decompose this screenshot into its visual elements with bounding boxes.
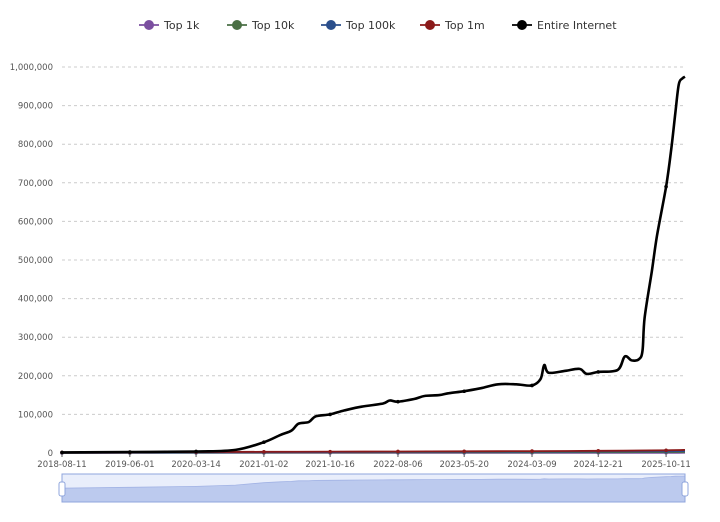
y-tick-label: 800,000 bbox=[18, 140, 53, 150]
legend-item[interactable]: Top 1m bbox=[420, 19, 485, 32]
data-point bbox=[396, 449, 400, 454]
data-point bbox=[328, 449, 332, 454]
data-point bbox=[462, 449, 466, 454]
legend-label: Top 100k bbox=[345, 19, 396, 32]
x-tick-label: 2024-12-21 bbox=[574, 460, 623, 470]
data-point bbox=[664, 184, 668, 189]
y-tick-label: 1,000,000 bbox=[10, 63, 53, 73]
legend-item[interactable]: Top 1k bbox=[139, 19, 200, 32]
y-tick-label: 200,000 bbox=[18, 372, 53, 382]
x-tick-label: 2018-08-11 bbox=[37, 460, 86, 470]
legend-marker bbox=[232, 20, 242, 30]
data-point bbox=[462, 389, 466, 394]
y-tick-label: 500,000 bbox=[18, 256, 53, 266]
legend-label: Top 1m bbox=[444, 19, 485, 32]
data-point bbox=[530, 449, 534, 453]
y-tick-label: 700,000 bbox=[18, 179, 53, 189]
zoom-handle-right[interactable] bbox=[681, 481, 689, 497]
legend-marker bbox=[517, 20, 527, 30]
chart-grid bbox=[62, 66, 685, 454]
data-point bbox=[530, 383, 534, 388]
data-point bbox=[262, 440, 266, 444]
zoom-window[interactable] bbox=[61, 473, 686, 503]
zoom-slider[interactable] bbox=[58, 473, 689, 503]
data-point bbox=[328, 412, 332, 417]
data-point bbox=[396, 399, 400, 404]
x-axis: 2018-08-11 2019-06-01 2020-03-14 2021-01-02… bbox=[37, 452, 691, 470]
data-point bbox=[128, 450, 132, 454]
y-axis: 0 100,000 200,000 300,000 400,000 500,000 600,… bbox=[10, 63, 53, 459]
data-point bbox=[596, 370, 601, 374]
data-point bbox=[664, 448, 668, 453]
legend-item[interactable]: Entire Internet bbox=[512, 19, 617, 32]
x-tick-label: 2019-06-01 bbox=[105, 460, 154, 470]
legend-item[interactable]: Top 100k bbox=[321, 19, 396, 32]
zoom-handle-left[interactable] bbox=[58, 481, 66, 497]
y-tick-label: 300,000 bbox=[18, 333, 53, 343]
zoom-preview-area bbox=[61, 475, 686, 503]
x-tick-label: 2021-10-16 bbox=[305, 460, 354, 470]
legend-marker bbox=[144, 20, 154, 30]
y-tick-label: 400,000 bbox=[18, 295, 53, 305]
y-tick-label: 100,000 bbox=[18, 410, 53, 420]
legend[interactable]: Top 1k Top 10k Top 100k Top 1m Entire Intern… bbox=[139, 19, 617, 32]
x-tick-label: 2020-03-14 bbox=[171, 460, 220, 470]
series-entire-internet bbox=[60, 75, 686, 455]
x-tick-label: 2021-01-02 bbox=[239, 460, 288, 470]
data-point bbox=[596, 449, 601, 453]
legend-label: Top 10k bbox=[251, 19, 295, 32]
legend-label: Top 1k bbox=[163, 19, 200, 32]
x-tick-label: 2024-03-09 bbox=[507, 460, 556, 470]
x-tick-label: 2022-08-06 bbox=[373, 460, 422, 470]
data-point bbox=[262, 450, 266, 454]
x-tick-label: 2023-05-20 bbox=[439, 460, 488, 470]
y-tick-label: 0 bbox=[48, 449, 53, 459]
legend-label: Entire Internet bbox=[537, 19, 617, 32]
legend-marker bbox=[326, 20, 336, 30]
series-line bbox=[61, 75, 686, 454]
legend-marker bbox=[425, 20, 435, 30]
data-point bbox=[194, 449, 198, 454]
y-tick-label: 900,000 bbox=[18, 102, 53, 112]
legend-item[interactable]: Top 10k bbox=[227, 19, 295, 32]
chart-series bbox=[60, 75, 686, 455]
data-point bbox=[60, 450, 64, 455]
x-tick-label: 2025-10-11 bbox=[641, 460, 690, 470]
y-tick-label: 600,000 bbox=[18, 217, 53, 227]
